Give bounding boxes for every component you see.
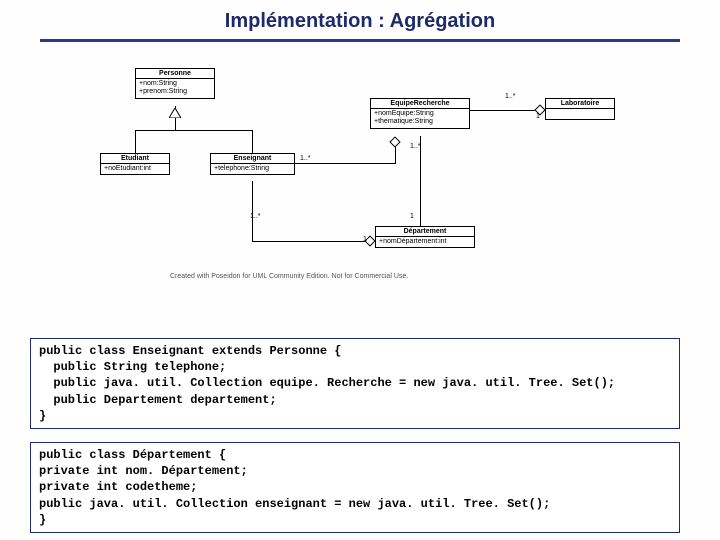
diagram-credit: Created with Poseidon for UML Community …	[170, 273, 408, 280]
connector-line	[175, 118, 176, 130]
uml-class-name: Personne	[136, 69, 214, 79]
title-underline	[40, 39, 680, 42]
multiplicity-label: 1..*	[505, 93, 516, 100]
connector-line	[295, 163, 375, 164]
uml-class-name: EquipeRecherche	[371, 99, 469, 109]
connector-line	[135, 130, 252, 131]
connector-line	[252, 181, 253, 241]
multiplicity-label: 1..*	[300, 155, 311, 162]
uml-diagram: Personne +nom:String +prenom:String Etud…	[100, 58, 700, 338]
uml-class-enseignant: Enseignant +telephone:String	[210, 153, 295, 175]
uml-class-attrs: +telephone:String	[211, 164, 294, 174]
uml-class-attrs: +nom:String +prenom:String	[136, 79, 214, 98]
multiplicity-label: 1..*	[410, 143, 421, 150]
page-title: Implémentation : Agrégation	[0, 0, 720, 33]
connector-line	[375, 163, 396, 164]
uml-class-attrs: +noEtudiant:int	[101, 164, 169, 174]
uml-class-attrs: +nomEquipe:String +thematique:String	[371, 109, 469, 128]
connector-line	[135, 130, 136, 153]
connector-line	[252, 130, 253, 153]
uml-class-attrs: +nomDépartement:int	[376, 237, 474, 247]
uml-class-name: Enseignant	[211, 154, 294, 164]
connector-line	[470, 110, 538, 111]
multiplicity-label: 1	[363, 236, 367, 243]
aggregation-diamond-icon	[389, 136, 400, 147]
uml-class-dept: Département +nomDépartement:int	[375, 226, 475, 248]
code-block-enseignant: public class Enseignant extends Personne…	[30, 338, 680, 429]
connector-line	[175, 106, 176, 108]
connector-line	[252, 241, 368, 242]
uml-class-equipe: EquipeRecherche +nomEquipe:String +thema…	[370, 98, 470, 129]
uml-class-personne: Personne +nom:String +prenom:String	[135, 68, 215, 99]
uml-class-name: Etudiant	[101, 154, 169, 164]
uml-class-labo: Laboratoire	[545, 98, 615, 120]
multiplicity-label: 1	[410, 213, 414, 220]
inheritance-triangle-icon	[169, 108, 181, 118]
uml-class-attrs	[546, 109, 614, 119]
multiplicity-label: 1	[536, 113, 540, 120]
multiplicity-label: 1..*	[250, 213, 261, 220]
code-block-departement: public class Département { private int n…	[30, 442, 680, 533]
uml-class-name: Département	[376, 227, 474, 237]
uml-class-name: Laboratoire	[546, 99, 614, 109]
uml-class-etudiant: Etudiant +noEtudiant:int	[100, 153, 170, 175]
